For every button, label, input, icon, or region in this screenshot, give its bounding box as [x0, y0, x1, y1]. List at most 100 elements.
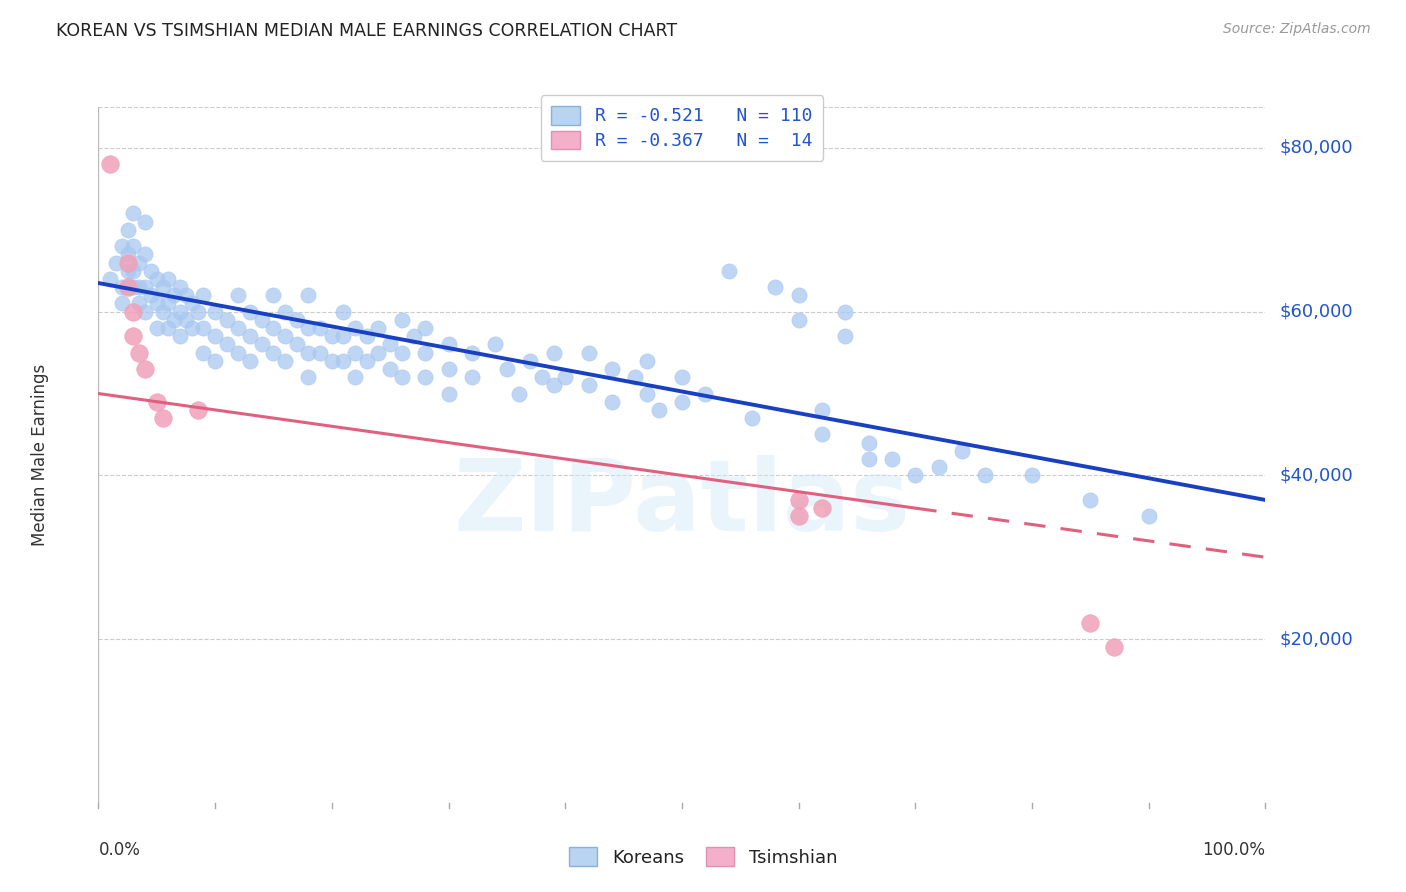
Point	[117, 280, 139, 294]
Point	[215, 313, 238, 327]
Point	[98, 272, 121, 286]
Point	[321, 329, 343, 343]
Point	[152, 280, 174, 294]
Point	[578, 345, 600, 359]
Point	[321, 353, 343, 368]
Point	[146, 272, 169, 286]
Point	[111, 296, 134, 310]
Point	[157, 272, 180, 286]
Legend: Koreans, Tsimshian: Koreans, Tsimshian	[561, 840, 845, 874]
Point	[636, 386, 658, 401]
Point	[274, 329, 297, 343]
Point	[117, 223, 139, 237]
Point	[461, 370, 484, 384]
Point	[787, 288, 810, 302]
Text: 100.0%: 100.0%	[1202, 841, 1265, 859]
Point	[834, 304, 856, 318]
Point	[139, 288, 162, 302]
Point	[484, 337, 506, 351]
Point	[98, 157, 121, 171]
Point	[297, 370, 319, 384]
Point	[413, 370, 436, 384]
Point	[228, 321, 250, 335]
Point	[461, 345, 484, 359]
Point	[134, 304, 156, 318]
Point	[671, 394, 693, 409]
Legend: R = -0.521   N = 110, R = -0.367   N =  14: R = -0.521 N = 110, R = -0.367 N = 14	[541, 95, 823, 161]
Point	[508, 386, 530, 401]
Text: ZIPatlas: ZIPatlas	[454, 455, 910, 552]
Point	[380, 362, 402, 376]
Point	[530, 370, 553, 384]
Point	[104, 255, 127, 269]
Point	[787, 313, 810, 327]
Point	[228, 288, 250, 302]
Point	[152, 304, 174, 318]
Point	[174, 288, 197, 302]
Point	[519, 353, 541, 368]
Point	[600, 394, 623, 409]
Point	[413, 321, 436, 335]
Point	[169, 280, 191, 294]
Point	[297, 288, 319, 302]
Point	[332, 304, 354, 318]
Point	[169, 329, 191, 343]
Point	[134, 362, 156, 376]
Point	[122, 304, 145, 318]
Point	[128, 255, 150, 269]
Point	[157, 321, 180, 335]
Point	[811, 403, 834, 417]
Point	[1102, 640, 1125, 655]
Point	[174, 313, 197, 327]
Point	[128, 280, 150, 294]
Point	[262, 345, 284, 359]
Point	[636, 353, 658, 368]
Point	[146, 321, 169, 335]
Point	[239, 304, 262, 318]
Point	[111, 280, 134, 294]
Point	[139, 264, 162, 278]
Point	[332, 353, 354, 368]
Point	[274, 353, 297, 368]
Point	[146, 394, 169, 409]
Point	[380, 337, 402, 351]
Text: Source: ZipAtlas.com: Source: ZipAtlas.com	[1223, 22, 1371, 37]
Point	[297, 345, 319, 359]
Point	[239, 353, 262, 368]
Point	[122, 206, 145, 220]
Point	[111, 239, 134, 253]
Point	[285, 313, 308, 327]
Point	[880, 452, 903, 467]
Point	[1080, 492, 1102, 507]
Point	[543, 345, 565, 359]
Point	[117, 280, 139, 294]
Point	[811, 501, 834, 516]
Point	[215, 337, 238, 351]
Point	[600, 362, 623, 376]
Point	[437, 386, 460, 401]
Point	[928, 460, 950, 475]
Point	[134, 280, 156, 294]
Point	[117, 247, 139, 261]
Point	[128, 296, 150, 310]
Point	[391, 313, 413, 327]
Point	[228, 345, 250, 359]
Point	[122, 239, 145, 253]
Point	[1137, 509, 1160, 524]
Point	[152, 411, 174, 425]
Point	[297, 321, 319, 335]
Point	[309, 321, 332, 335]
Point	[671, 370, 693, 384]
Point	[239, 329, 262, 343]
Point	[332, 329, 354, 343]
Point	[624, 370, 647, 384]
Point	[193, 288, 215, 302]
Point	[763, 280, 786, 294]
Point	[122, 264, 145, 278]
Point	[122, 280, 145, 294]
Point	[193, 321, 215, 335]
Text: $60,000: $60,000	[1279, 302, 1353, 321]
Point	[193, 345, 215, 359]
Text: $40,000: $40,000	[1279, 467, 1353, 484]
Point	[344, 370, 367, 384]
